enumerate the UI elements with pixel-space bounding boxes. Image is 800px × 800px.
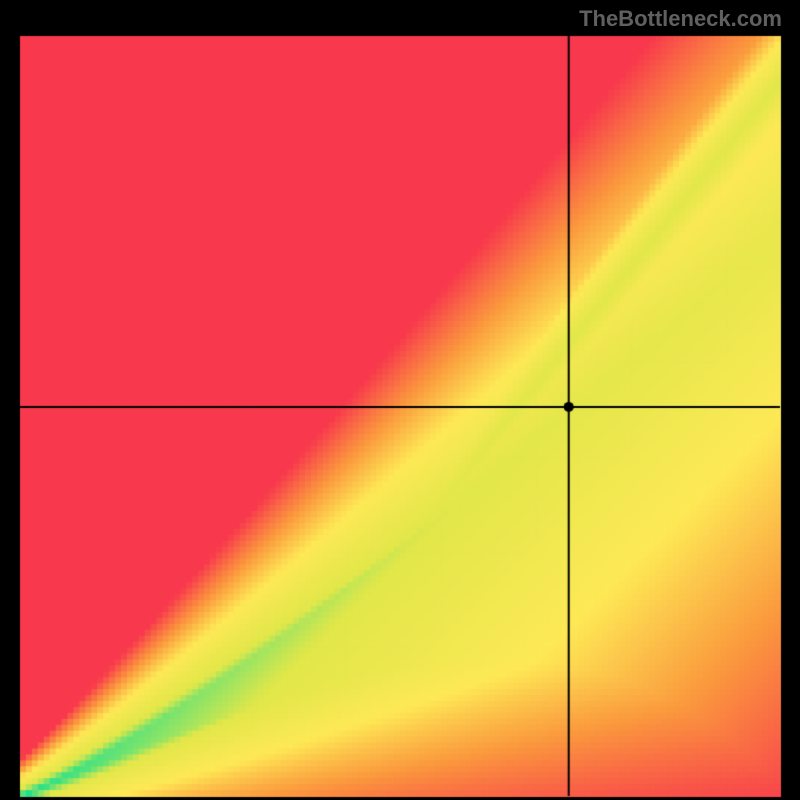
watermark-label: TheBottleneck.com <box>579 6 782 32</box>
bottleneck-heatmap <box>0 0 800 800</box>
